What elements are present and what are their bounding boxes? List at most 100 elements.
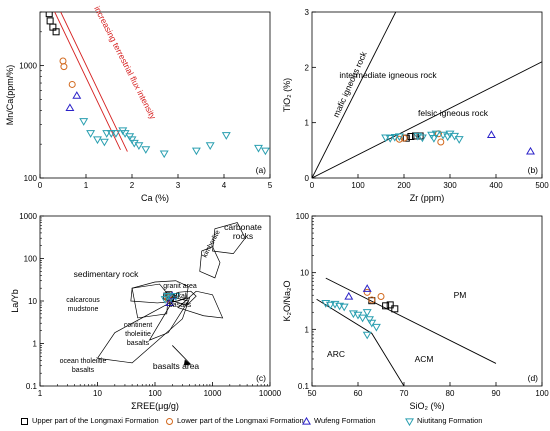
- annotation-c-4: alkali basalts: [169, 293, 192, 309]
- point-a-s3-17: [221, 132, 231, 140]
- region-4: [177, 290, 224, 319]
- plot-frame-a: [39, 11, 271, 179]
- boundary-line-d-1: [316, 298, 405, 386]
- arrow-line: [172, 345, 192, 365]
- point-b-s3-1: [385, 135, 395, 143]
- annotation-c-7: ocean tholeiitie basalts: [60, 358, 107, 374]
- y-tick-label-c: 1000: [19, 212, 37, 221]
- point-a-s3-19: [260, 147, 270, 156]
- point-a-s3-15: [191, 147, 201, 156]
- boundary-line-d-0: [325, 277, 497, 364]
- point-a-s3-6: [111, 130, 121, 138]
- legend-label: Lower part of the Longmaxi Formation: [177, 416, 304, 425]
- annotation-c-5: calcarcous mudstone: [66, 297, 100, 313]
- annotation-c-0: carbonate rocks: [224, 222, 262, 241]
- point-a-s2-0: [72, 91, 82, 99]
- annotation-b-1: intermediate igneous rock: [339, 70, 437, 80]
- x-tick-label-c: 10000: [259, 389, 282, 398]
- point-d-s0-1: [382, 302, 390, 310]
- panel-label-a: (a): [256, 165, 267, 175]
- legend-marker-triangle-up: [302, 416, 311, 425]
- panel-b: 0 100 200 300 400 500 0 1 2 3 Zr (ppm) TiO₂ (%) (b) m…: [282, 8, 549, 203]
- point-b-s3-7: [429, 135, 439, 143]
- x-axis-label-a: Ca (%): [141, 193, 169, 203]
- x-axis-label-c: ΣREE(μg/g): [131, 401, 179, 411]
- legend-label: Niutitang Formation: [417, 416, 483, 425]
- y-tick-label-c: 0.1: [26, 382, 38, 391]
- annotation-b-2: felsic igneous rock: [418, 108, 489, 118]
- point-b-s1-0: [395, 135, 403, 143]
- point-a-s3-4: [102, 130, 112, 138]
- point-b-s1-2: [437, 138, 445, 146]
- panel-label-b: (b): [528, 165, 539, 175]
- point-d-s3-1: [325, 301, 335, 310]
- point-d-s3-10: [367, 319, 377, 328]
- legend-item-0: Upper part of the Longmaxi Formation: [20, 414, 159, 428]
- x-tick-label-c: 10: [93, 389, 102, 398]
- point-a-s3-2: [93, 136, 102, 145]
- point-d-s3-12: [362, 331, 372, 340]
- point-d-s2-1: [362, 284, 372, 292]
- point-d-s1-2: [368, 296, 376, 304]
- x-tick-label-d: 80: [446, 389, 455, 398]
- y-tick-label-a: 100: [24, 174, 38, 183]
- point-a-s3-16: [205, 142, 215, 151]
- annotation-a-0: increasing terrestrial flux intensity: [92, 4, 158, 121]
- boundary-line-b-1: [312, 61, 542, 178]
- arrow-head: [183, 359, 191, 366]
- point-d-s3-7: [358, 314, 368, 323]
- y-tick-label-c: 1: [33, 340, 38, 349]
- boundary-line-a-1: [60, 12, 128, 152]
- y-tick-label-b: 3: [305, 8, 310, 17]
- legend-marker-shape: [166, 417, 173, 425]
- x-tick-label-a: 0: [38, 181, 43, 190]
- point-d-s3-4: [339, 303, 349, 312]
- annotation-d-2: ACM: [415, 354, 434, 364]
- boundary-line-b-0: [312, 12, 397, 178]
- point-b-s2-1: [526, 146, 535, 155]
- point-b-s3-13: [454, 136, 464, 144]
- point-a-s2-1: [65, 103, 75, 112]
- point-b-s0-0: [402, 134, 410, 142]
- point-a-s0-3: [52, 28, 60, 36]
- annotation-c-1: kimberlite: [202, 229, 222, 259]
- x-tick-label-b: 400: [489, 181, 503, 190]
- region-7: [96, 297, 191, 364]
- annotation-c-6: continent tholeiitie basalts: [124, 322, 152, 347]
- annotation-d-1: ARC: [327, 349, 345, 359]
- point-a-s3-1: [86, 130, 96, 138]
- x-tick-label-a: 5: [268, 181, 273, 190]
- x-axis-label-d: SiO₂ (%): [410, 401, 445, 411]
- point-a-s1-0: [59, 57, 67, 65]
- annotation-d-0: PM: [454, 290, 467, 300]
- y-axis-label-d: K₂O/Na₂O: [282, 281, 292, 322]
- plot-frame-d: [311, 215, 543, 387]
- plot-area-b: [312, 12, 542, 178]
- annotation-b-0: mafic igneous rock: [331, 49, 369, 118]
- plot-area-d: [316, 277, 497, 386]
- x-tick-label-b: 0: [310, 181, 315, 190]
- point-a-s3-13: [141, 146, 151, 154]
- point-c-s3-3: [171, 293, 181, 301]
- point-a-s1-2: [68, 80, 76, 88]
- x-tick-label-b: 100: [351, 181, 365, 190]
- x-tick-label-d: 60: [354, 389, 363, 398]
- legend-marker-square: [21, 417, 28, 425]
- point-d-s3-8: [362, 309, 372, 317]
- point-a-s3-12: [134, 142, 144, 151]
- legend-item-1: Lower part of the Longmaxi Formation: [165, 414, 304, 428]
- point-c-s3-2: [166, 294, 176, 303]
- x-axis-label-b: Zr (ppm): [410, 193, 445, 203]
- point-c-s2-0: [165, 298, 175, 307]
- point-d-s2-0: [344, 291, 354, 300]
- point-a-s1-1: [60, 63, 68, 71]
- x-tick-label-b: 500: [535, 181, 549, 190]
- legend-marker-triangle-down: [405, 417, 414, 426]
- y-tick-label-c: 100: [24, 255, 38, 264]
- point-b-s3-0: [381, 134, 391, 143]
- legend-marker-shape: [405, 417, 414, 426]
- x-tick-label-c: 1: [38, 389, 43, 398]
- x-tick-label-d: 100: [535, 389, 549, 398]
- point-a-s3-3: [99, 138, 109, 147]
- legend-marker-shape: [21, 417, 28, 425]
